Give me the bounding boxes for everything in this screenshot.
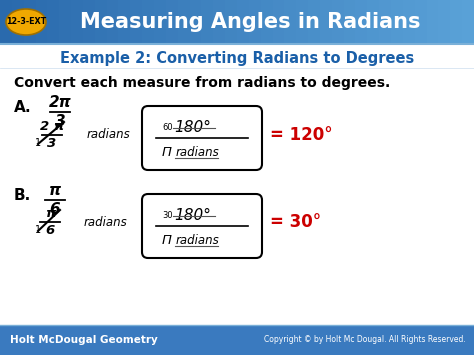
Bar [296, 0, 309, 44]
Text: 1: 1 [35, 225, 41, 235]
Bar [154, 0, 167, 44]
Bar [403, 0, 416, 44]
Text: radians: radians [176, 146, 220, 158]
Bar [213, 0, 226, 44]
Bar [344, 0, 356, 44]
Bar [59, 0, 72, 44]
Text: radians: radians [176, 234, 220, 246]
Bar [237, 0, 250, 44]
Bar [379, 0, 392, 44]
Bar [71, 0, 84, 44]
Text: Example 2: Converting Radians to Degrees: Example 2: Converting Radians to Degrees [60, 50, 414, 66]
Text: 12-3-EXT: 12-3-EXT [6, 17, 46, 27]
Bar [47, 0, 60, 44]
Bar [225, 0, 238, 44]
Text: Measuring Angles in Radians: Measuring Angles in Radians [80, 12, 420, 32]
Bar [367, 0, 380, 44]
FancyBboxPatch shape [142, 106, 262, 170]
Bar [24, 0, 36, 44]
Bar [107, 0, 119, 44]
Bar [284, 0, 297, 44]
Text: radians: radians [83, 215, 127, 229]
Text: B.: B. [14, 187, 31, 202]
Text: 30: 30 [162, 212, 173, 220]
Text: Copyright © by Holt Mc Dougal. All Rights Reserved.: Copyright © by Holt Mc Dougal. All Right… [264, 335, 466, 344]
Bar [320, 0, 333, 44]
Text: 60: 60 [162, 124, 173, 132]
Text: = 30°: = 30° [270, 213, 321, 231]
Text: radians: radians [86, 129, 130, 142]
Bar [415, 0, 428, 44]
Bar [166, 0, 179, 44]
Text: Holt McDougal Geometry: Holt McDougal Geometry [10, 335, 158, 345]
Text: π: π [45, 207, 55, 220]
Bar [273, 0, 285, 44]
Bar [308, 0, 321, 44]
Bar [178, 0, 191, 44]
Ellipse shape [6, 9, 46, 35]
Text: 1: 1 [35, 138, 41, 148]
Text: 180°: 180° [174, 208, 211, 224]
Text: 2 π: 2 π [40, 120, 64, 133]
Text: = 120°: = 120° [270, 126, 333, 144]
Text: 6: 6 [50, 202, 60, 217]
Bar [438, 0, 451, 44]
Bar [427, 0, 439, 44]
Text: 3: 3 [47, 137, 56, 150]
Bar [261, 0, 273, 44]
Bar [142, 0, 155, 44]
Bar [0, 325, 474, 355]
Bar [249, 0, 262, 44]
Bar [332, 0, 345, 44]
Bar [201, 0, 214, 44]
Bar [190, 0, 202, 44]
Bar [83, 0, 96, 44]
Text: π: π [49, 183, 61, 198]
Bar [95, 0, 108, 44]
Text: A.: A. [14, 100, 32, 115]
Text: Π: Π [162, 146, 172, 158]
Bar [12, 0, 25, 44]
Bar [356, 0, 368, 44]
Bar [36, 0, 48, 44]
Bar [130, 0, 143, 44]
Bar [118, 0, 131, 44]
Bar [450, 0, 463, 44]
FancyBboxPatch shape [142, 194, 262, 258]
Text: 2π: 2π [49, 95, 72, 110]
Bar [0, 0, 13, 44]
Text: 180°: 180° [174, 120, 211, 136]
Text: 6: 6 [46, 224, 55, 237]
Bar [462, 0, 474, 44]
Text: 3: 3 [55, 114, 65, 129]
Bar [391, 0, 404, 44]
Text: Convert each measure from radians to degrees.: Convert each measure from radians to deg… [14, 76, 390, 90]
Text: Π: Π [162, 234, 172, 246]
